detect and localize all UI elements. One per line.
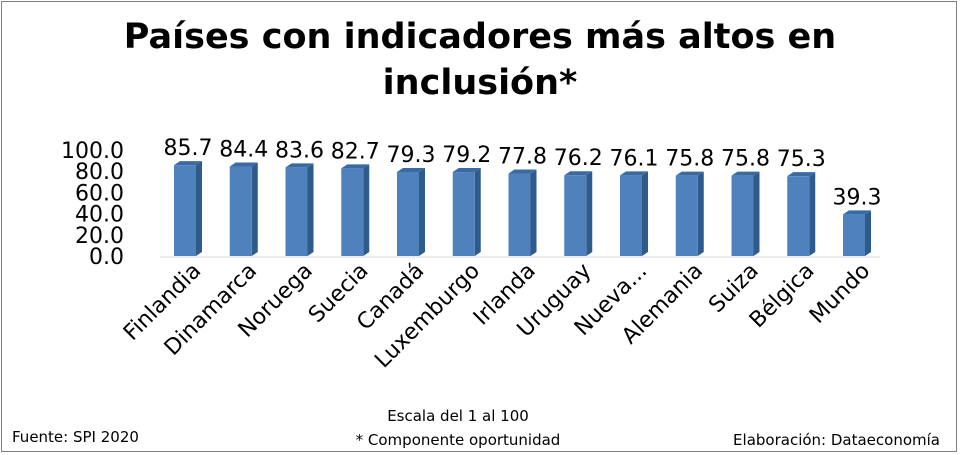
bar bbox=[341, 168, 364, 256]
chart-title-line-2: inclusión* bbox=[382, 63, 578, 103]
bar-side bbox=[753, 171, 760, 256]
data-label: 79.2 bbox=[442, 143, 491, 168]
bar bbox=[508, 173, 531, 256]
data-label: 84.4 bbox=[219, 138, 268, 163]
y-tick-label: 40.0 bbox=[75, 203, 124, 228]
bar-top bbox=[285, 163, 314, 168]
bar bbox=[620, 175, 642, 256]
bar-side bbox=[642, 171, 648, 256]
data-label: 39.3 bbox=[833, 185, 882, 210]
bar-top bbox=[620, 171, 648, 176]
component-note: * Componente oportunidad bbox=[355, 431, 561, 449]
bar-side bbox=[530, 169, 537, 256]
bar-side bbox=[307, 163, 314, 256]
bar-side bbox=[419, 167, 425, 256]
chart-title-line-1: Países con indicadores más altos en bbox=[123, 17, 837, 57]
y-tick-label: 100.0 bbox=[61, 139, 124, 164]
bar-top bbox=[564, 171, 593, 176]
y-tick-label: 60.0 bbox=[75, 181, 124, 206]
bar bbox=[731, 175, 754, 256]
bar-top bbox=[452, 168, 481, 173]
bar-side bbox=[251, 162, 258, 256]
chart-title: Países con indicadores más altos en incl… bbox=[0, 14, 960, 106]
data-label: 75.3 bbox=[777, 147, 826, 172]
data-label: 75.8 bbox=[665, 147, 714, 172]
data-label: 76.2 bbox=[554, 146, 603, 171]
bar-side bbox=[586, 171, 593, 256]
bar-side bbox=[196, 161, 202, 256]
bar bbox=[564, 175, 587, 256]
bar bbox=[174, 165, 196, 256]
bar bbox=[229, 166, 252, 256]
bar-side bbox=[474, 168, 481, 256]
bar-side bbox=[865, 210, 871, 256]
bar-top bbox=[731, 171, 760, 176]
bar-top bbox=[787, 172, 816, 177]
data-label: 83.6 bbox=[275, 138, 324, 163]
x-tick-label: Mundo bbox=[805, 259, 875, 329]
bar-top bbox=[341, 164, 370, 169]
bar bbox=[787, 176, 810, 256]
data-label: 85.7 bbox=[164, 136, 213, 161]
bar bbox=[843, 214, 865, 256]
source-note: Fuente: SPI 2020 bbox=[12, 428, 139, 446]
credit-note: Elaboración: Dataeconomía bbox=[733, 431, 940, 449]
y-tick-label: 0.0 bbox=[89, 245, 124, 270]
bar-side bbox=[363, 164, 370, 256]
bar-top bbox=[397, 167, 425, 172]
bar bbox=[397, 171, 419, 256]
bar bbox=[285, 167, 308, 256]
bar-top bbox=[174, 161, 202, 166]
data-label: 82.7 bbox=[331, 139, 380, 164]
bar bbox=[452, 172, 475, 256]
data-label: 79.3 bbox=[387, 143, 436, 168]
y-tick-label: 80.0 bbox=[75, 160, 124, 185]
bar bbox=[675, 175, 698, 256]
bar-side bbox=[697, 171, 704, 256]
y-tick-label: 20.0 bbox=[75, 224, 124, 249]
bar-side bbox=[809, 172, 816, 256]
data-label: 76.1 bbox=[610, 146, 659, 171]
data-label: 75.8 bbox=[721, 147, 770, 172]
scale-note: Escala del 1 al 100 bbox=[387, 407, 529, 425]
bar-top bbox=[843, 210, 871, 215]
data-label: 77.8 bbox=[498, 145, 547, 170]
bar-top bbox=[229, 162, 258, 167]
bar-top bbox=[675, 171, 704, 176]
bar-top bbox=[508, 169, 537, 174]
